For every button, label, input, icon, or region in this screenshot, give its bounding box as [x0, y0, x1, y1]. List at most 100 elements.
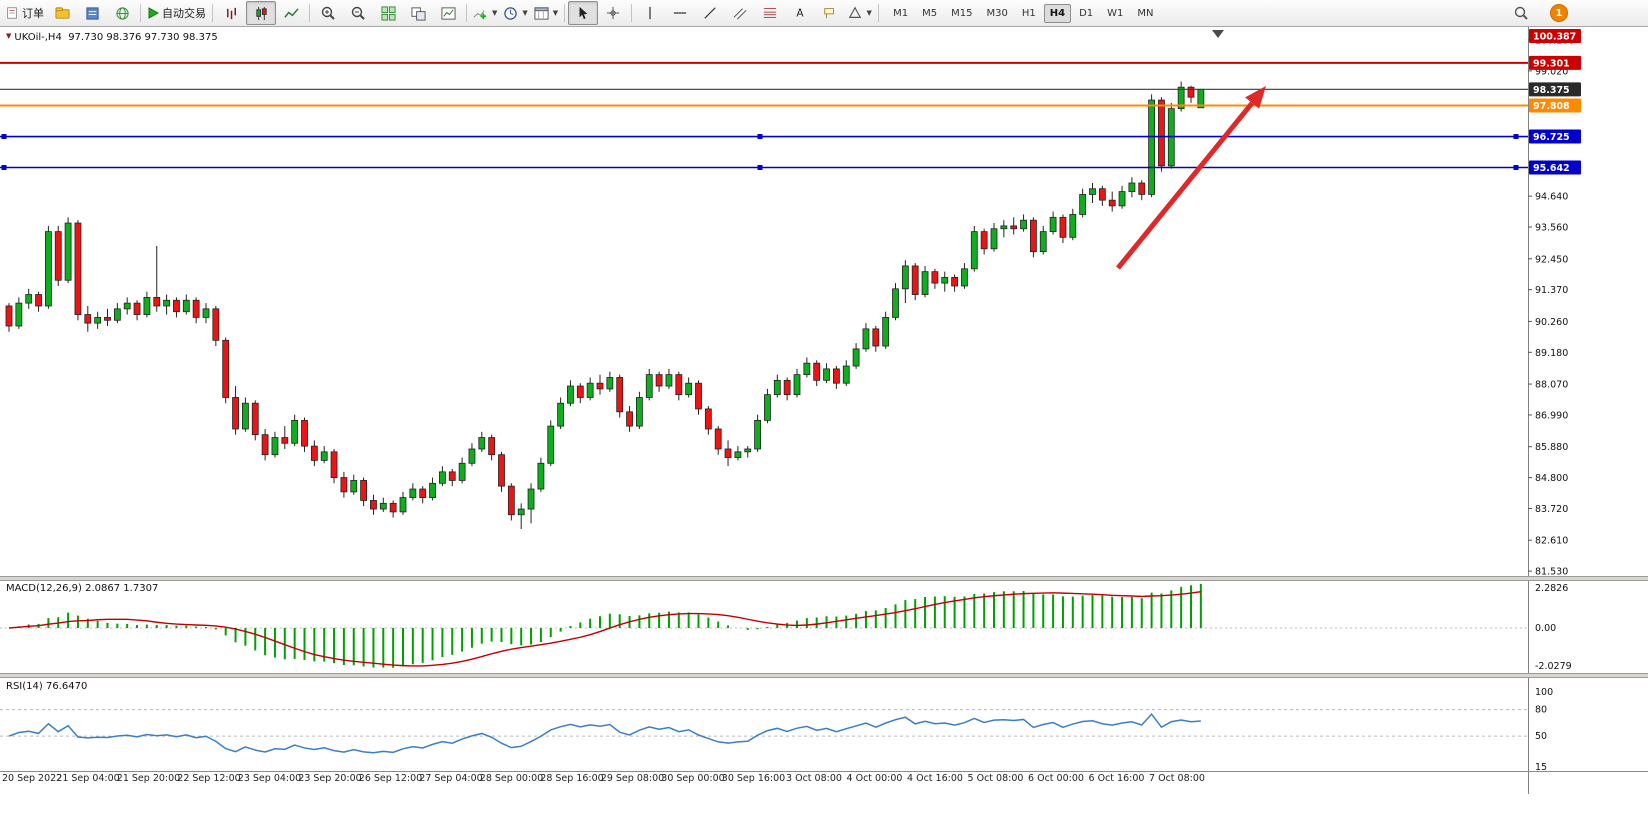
- timeframe-group: M1 M5 M15 M30 H1 H4 D1 W1 MN: [886, 3, 1160, 23]
- hline-handle[interactable]: [757, 134, 763, 140]
- add-indicator-button[interactable]: ▼: [470, 1, 500, 25]
- navigator-button[interactable]: [107, 1, 137, 25]
- svg-text:100.387: 100.387: [1533, 32, 1576, 43]
- channel-tool-button[interactable]: [725, 1, 755, 25]
- svg-text:21 Sep 04:00: 21 Sep 04:00: [56, 773, 119, 784]
- horizontal-line-tool-button[interactable]: [665, 1, 695, 25]
- tile-windows-button[interactable]: [373, 1, 403, 25]
- toolbar-separator: [309, 4, 310, 22]
- crosshair-tool-button[interactable]: [598, 1, 628, 25]
- svg-text:23 Sep 04:00: 23 Sep 04:00: [238, 773, 301, 784]
- svg-text:99.020: 99.020: [1535, 66, 1568, 77]
- new-order-label: 订单: [22, 7, 44, 20]
- timeframe-m1[interactable]: M1: [893, 7, 909, 19]
- panel-divider[interactable]: [0, 673, 1648, 678]
- svg-text:96.725: 96.725: [1533, 132, 1570, 143]
- svg-text:6 Oct 00:00: 6 Oct 00:00: [1028, 773, 1084, 784]
- dropdown-caret-icon: ▼: [866, 9, 872, 17]
- svg-text:86.990: 86.990: [1535, 410, 1568, 421]
- notification-badge[interactable]: 1: [1550, 4, 1568, 22]
- timeframe-m5[interactable]: M5: [922, 7, 938, 19]
- hline-handle[interactable]: [1513, 134, 1519, 140]
- timeframe-mn[interactable]: MN: [1137, 7, 1154, 19]
- zoom-out-button[interactable]: [343, 1, 373, 25]
- svg-text:83.720: 83.720: [1535, 504, 1568, 515]
- timeframe-m30[interactable]: M30: [986, 7, 1008, 19]
- toolbar-separator: [631, 4, 633, 22]
- svg-text:4 Oct 16:00: 4 Oct 16:00: [907, 773, 963, 784]
- svg-text:A: A: [797, 8, 805, 20]
- trend-arrow[interactable]: [1116, 86, 1266, 270]
- navigator-globe-icon: [115, 6, 129, 20]
- line-chart-button[interactable]: [276, 1, 306, 25]
- price-axis[interactable]: 100.10099.02094.64093.56092.45091.37090.…: [1528, 0, 1648, 794]
- bar-chart-icon: [226, 7, 236, 19]
- bar-chart-button[interactable]: [216, 1, 246, 25]
- svg-text:99.301: 99.301: [1533, 58, 1570, 69]
- candlestick-chart-button[interactable]: [246, 1, 276, 25]
- arrange-windows-button[interactable]: [403, 1, 433, 25]
- svg-text:22 Sep 12:00: 22 Sep 12:00: [177, 773, 240, 784]
- vertical-line-tool-button[interactable]: [635, 1, 665, 25]
- hline-handle[interactable]: [1513, 164, 1519, 170]
- arrange-windows-icon: [410, 6, 426, 21]
- hline-handle[interactable]: [1, 134, 7, 140]
- svg-text:84.800: 84.800: [1535, 473, 1568, 484]
- new-chart-window-button[interactable]: [433, 1, 463, 25]
- timeframe-w1[interactable]: W1: [1107, 7, 1124, 19]
- line-chart-icon: [283, 7, 299, 18]
- label-tool-button[interactable]: [815, 1, 845, 25]
- data-window-button[interactable]: [77, 1, 107, 25]
- new-order-button[interactable]: 订单: [2, 1, 47, 25]
- svg-text:91.370: 91.370: [1535, 285, 1568, 296]
- time-axis-separator: [0, 771, 1648, 772]
- timeframe-d1[interactable]: D1: [1079, 7, 1094, 19]
- svg-text:30 Sep 00:00: 30 Sep 00:00: [661, 773, 724, 784]
- hline-handle[interactable]: [1, 164, 7, 170]
- svg-text:27 Sep 04:00: 27 Sep 04:00: [419, 773, 482, 784]
- search-button[interactable]: [1506, 1, 1536, 25]
- svg-text:82.610: 82.610: [1535, 536, 1568, 547]
- ohlc-values: 97.730 98.376 97.730 98.375: [68, 32, 218, 43]
- data-window-icon: [85, 6, 99, 20]
- rsi-name: RSI(14): [6, 681, 43, 692]
- svg-text:92.450: 92.450: [1535, 254, 1568, 265]
- fibonacci-icon: [764, 8, 777, 18]
- label-tool-icon: [824, 8, 835, 19]
- crosshair-icon: [607, 6, 620, 20]
- zoom-in-button[interactable]: [313, 1, 343, 25]
- new-order-icon: [7, 7, 17, 19]
- vertical-line-icon: [649, 6, 651, 20]
- panel-divider[interactable]: [0, 576, 1648, 581]
- fibonacci-tool-button[interactable]: [755, 1, 785, 25]
- cursor-icon: [579, 6, 588, 20]
- macd-scale: 0.00: [1535, 623, 1556, 634]
- timeframe-h4[interactable]: H4: [1043, 3, 1072, 23]
- dropdown-caret-icon: ▼: [522, 9, 528, 17]
- price-badge-100.387: 100.387: [1529, 29, 1581, 43]
- svg-text:95.642: 95.642: [1533, 163, 1570, 174]
- charts-profile-button[interactable]: [47, 1, 77, 25]
- text-tool-button[interactable]: A: [785, 1, 815, 25]
- shapes-tool-button[interactable]: ▼: [845, 1, 875, 25]
- charts-folder-icon: [54, 6, 70, 19]
- periods-button[interactable]: ▼: [500, 1, 530, 25]
- svg-text:94.640: 94.640: [1535, 192, 1568, 203]
- svg-text:88.070: 88.070: [1535, 380, 1568, 391]
- timeframe-h1[interactable]: H1: [1021, 7, 1036, 19]
- hline-handle[interactable]: [757, 164, 763, 170]
- macd-scale: -2.0279: [1535, 661, 1572, 672]
- svg-text:90.260: 90.260: [1535, 317, 1568, 328]
- timeframe-m15[interactable]: M15: [951, 7, 973, 19]
- toolbar-separator: [878, 4, 880, 22]
- svg-text:28 Sep 00:00: 28 Sep 00:00: [480, 773, 543, 784]
- trendline-tool-button[interactable]: [695, 1, 725, 25]
- autotrade-button[interactable]: 自动交易: [144, 1, 209, 25]
- svg-text:23 Sep 20:00: 23 Sep 20:00: [298, 773, 361, 784]
- cursor-tool-button[interactable]: [568, 1, 599, 25]
- chart-shift-marker[interactable]: [1212, 30, 1224, 38]
- templates-button[interactable]: ▼: [531, 1, 561, 25]
